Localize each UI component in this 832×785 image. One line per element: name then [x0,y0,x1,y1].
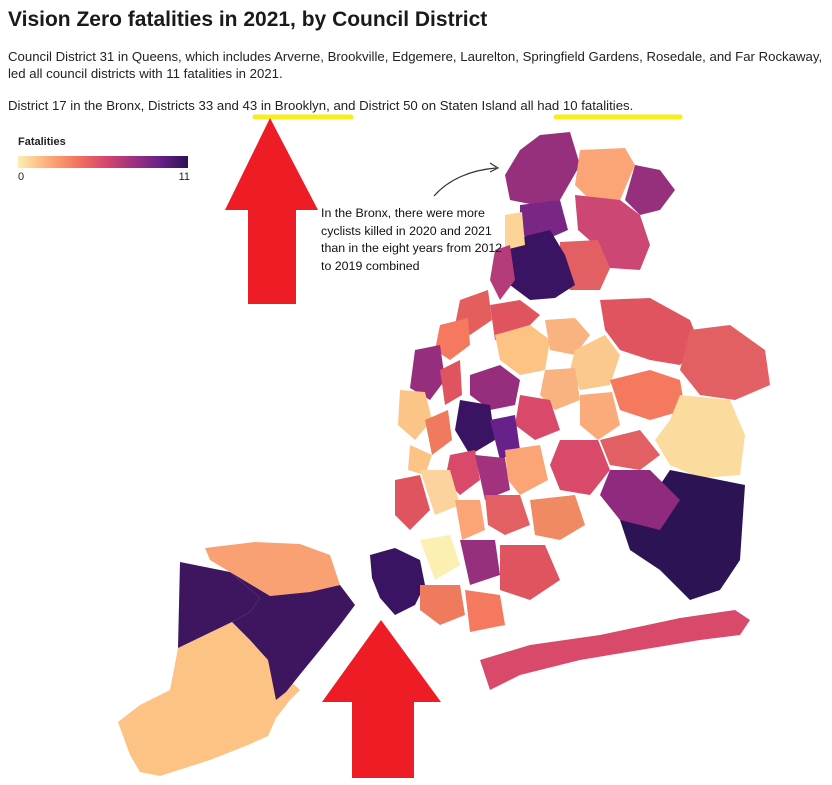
bronx [490,132,675,340]
queens [470,298,770,600]
district-6 [410,345,445,400]
district-14 [520,200,568,240]
district-33 [455,400,495,455]
fatalities-legend: Fatalities 0 11 [18,136,190,187]
district-28 [600,430,660,470]
red-arrow-up-upper [225,118,318,304]
district-46 [500,545,560,600]
district-36 [475,455,510,500]
district-4 [440,360,462,405]
bronx-cyclist-annotation: In the Bronx, there were more cyclists k… [321,206,503,273]
district-27 [655,395,745,478]
staten-island [118,542,355,776]
district-38 [395,475,430,530]
district-15 [505,212,525,250]
district-48 [465,590,505,632]
legend-ticks: 0 11 [18,171,190,187]
district-16 [490,245,515,300]
district-26 [470,365,520,410]
district-21 [545,318,590,355]
district-9 [435,318,470,360]
description-district-31: Council District 31 in Queens, which inc… [8,49,823,81]
district-43 [370,548,425,615]
district-3 [398,390,432,440]
district-42 [530,495,585,540]
description-text-1: District 17 in the Bronx, Districts 33 a… [8,98,243,113]
district-11 [505,132,580,205]
district-40 [455,500,485,540]
map-title: Vision Zero fatalities in 2021, by Counc… [8,8,488,31]
legend-title: Fatalities [18,136,66,148]
description-ten-fatalities: District 17 in the Bronx, Districts 33 a… [8,97,824,114]
district-12 [575,195,650,270]
district-49 [205,542,340,596]
district-13b [625,165,675,215]
district-8b [490,300,540,340]
district-1 [408,445,432,475]
district-47 [420,585,465,625]
district-34 [490,415,520,460]
district-51 [118,622,300,776]
legend-color-ramp [18,156,188,168]
district-13 [575,148,635,205]
district-39 [420,470,460,515]
district-44 [420,535,460,580]
legend-min-label: 0 [18,171,25,183]
red-arrow-up-lower [322,620,441,778]
district-45 [460,540,500,585]
legend-max-label: 11 [178,171,190,183]
district-32 [550,440,610,495]
district-29 [580,392,620,440]
district-41 [485,495,530,535]
highlight-43-in-brooklyn: 43 in Brooklyn [242,98,327,113]
highlight-all-had-10-fatalities: all had 10 fatalities [520,98,630,113]
brooklyn [370,400,750,690]
manhattan [398,290,492,475]
district-20 [570,335,620,390]
district-2 [425,410,452,455]
district-50b [230,572,355,700]
description-text-2: , and District 50 on Staten Island [326,98,521,113]
district-25 [540,368,580,410]
district-rockaway [480,610,750,690]
district-37 [505,445,548,495]
district-23 [680,325,770,400]
district-31b [600,470,680,530]
annotation-connector [433,167,497,197]
annotation-arrowhead [489,162,500,173]
district-30 [515,395,560,440]
district-50 [178,562,260,648]
district-22 [495,325,550,375]
district-17 [500,230,575,300]
description-text-3: . [629,98,634,113]
district-19 [600,298,700,365]
district-24 [610,370,685,420]
